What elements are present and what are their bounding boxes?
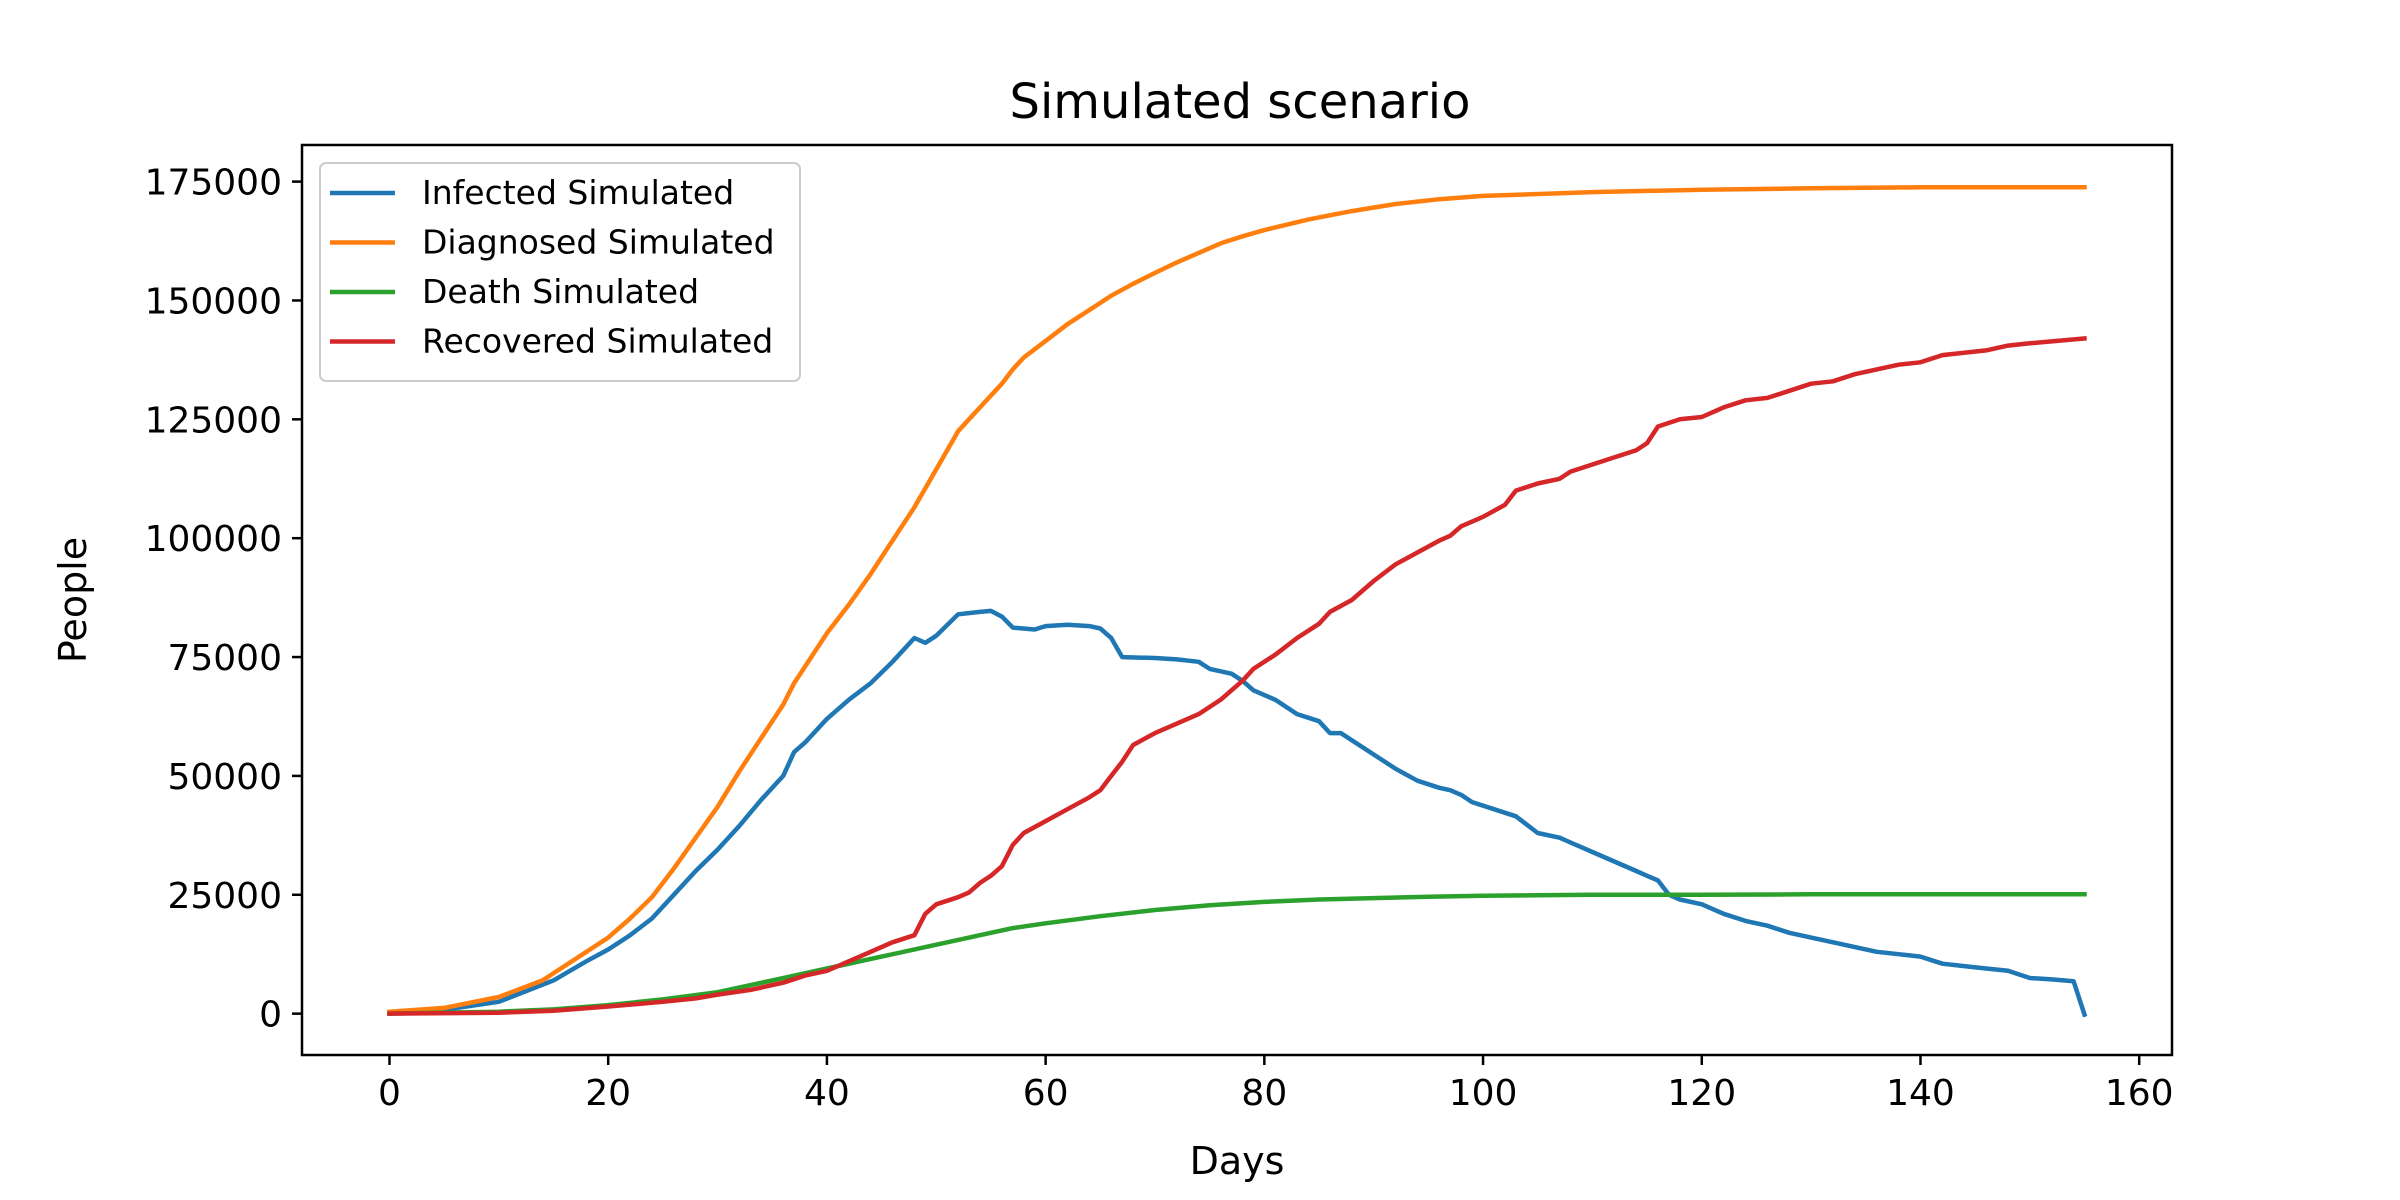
x-axis-label: Days xyxy=(1190,1139,1285,1183)
y-axis: 0 25000 50000 75000 100000 125000 150000 175000 xyxy=(145,163,302,1036)
series-line-1 xyxy=(387,185,2087,1015)
y-tick-label: 175000 xyxy=(145,163,282,204)
y-tick-label: 150000 xyxy=(145,281,282,322)
x-tick-label: 140 xyxy=(1886,1073,1955,1114)
plot-content xyxy=(387,185,2088,1018)
plot-frame xyxy=(300,143,2174,1057)
legend-label-3: Recovered Simulated xyxy=(422,322,773,361)
x-tick-label: 20 xyxy=(585,1073,631,1114)
y-axis-label: People xyxy=(51,537,95,663)
legend-label-2: Death Simulated xyxy=(422,272,699,311)
series-line-2 xyxy=(387,892,2087,1016)
series-line-3 xyxy=(387,336,2087,1016)
legend-box xyxy=(319,162,801,382)
legend-label-1: Diagnosed Simulated xyxy=(422,223,775,262)
series-line-0 xyxy=(387,608,2088,1018)
legend-label-0: Infected Simulated xyxy=(422,173,734,212)
y-tick-label: 0 xyxy=(259,995,282,1036)
x-tick-label: 120 xyxy=(1667,1073,1736,1114)
x-tick-label: 40 xyxy=(804,1073,850,1114)
x-tick-label: 160 xyxy=(2105,1073,2174,1114)
x-tick-label: 60 xyxy=(1023,1073,1069,1114)
x-tick-label: 100 xyxy=(1449,1073,1518,1114)
y-tick-label: 125000 xyxy=(145,400,282,441)
x-tick-label: 0 xyxy=(378,1073,401,1114)
y-tick-label: 100000 xyxy=(145,519,282,560)
y-tick-label: 75000 xyxy=(167,638,282,679)
legend: Infected Simulated Diagnosed Simulated Dea… xyxy=(319,162,801,382)
y-tick-label: 25000 xyxy=(167,876,282,917)
x-tick-label: 80 xyxy=(1241,1073,1287,1114)
y-tick-label: 50000 xyxy=(167,757,282,798)
chart-title: Simulated scenario xyxy=(1009,74,1470,130)
x-axis: 0 20 40 60 80 100 120 140 160 xyxy=(378,1055,2174,1114)
